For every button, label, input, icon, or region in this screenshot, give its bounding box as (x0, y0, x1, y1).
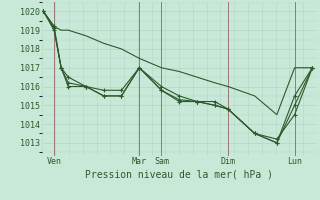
X-axis label: Pression niveau de la mer( hPa ): Pression niveau de la mer( hPa ) (85, 169, 273, 179)
